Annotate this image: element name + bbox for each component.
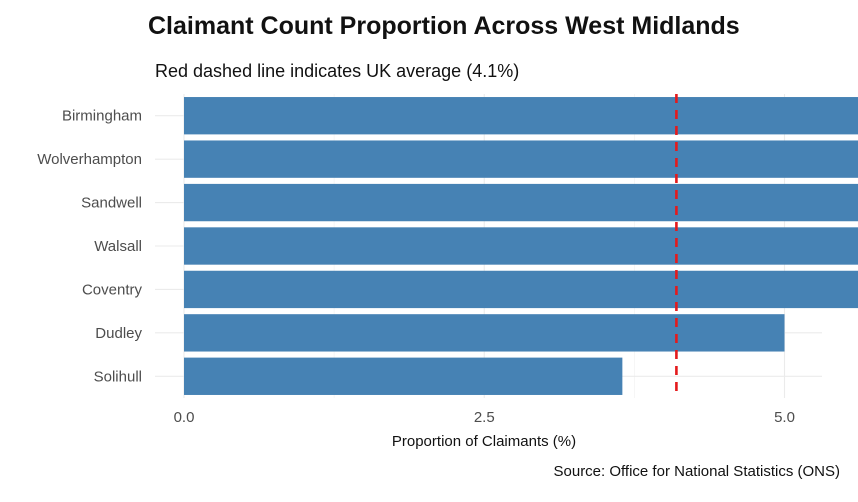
y-tick-label-dudley: Dudley xyxy=(95,325,142,342)
chart-title: Claimant Count Proportion Across West Mi… xyxy=(148,12,740,40)
bar-dudley xyxy=(184,314,785,352)
bar-wolverhampton xyxy=(184,140,858,178)
y-tick-label-walsall: Walsall xyxy=(94,238,142,255)
x-tick-label-1: 2.5 xyxy=(474,409,495,426)
bar-birmingham xyxy=(184,97,858,135)
chart-caption: Source: Office for National Statistics (… xyxy=(553,463,841,480)
y-tick-label-wolverhampton: Wolverhampton xyxy=(37,151,142,168)
y-tick-label-sandwell: Sandwell xyxy=(81,195,142,212)
y-tick-label-birmingham: Birmingham xyxy=(62,108,142,125)
bar-sandwell xyxy=(184,183,858,222)
bar-coventry xyxy=(184,270,858,309)
y-tick-label-solihull: Solihull xyxy=(94,368,142,385)
bar-walsall xyxy=(184,227,858,265)
bar-solihull xyxy=(184,357,623,395)
y-tick-label-coventry: Coventry xyxy=(82,281,143,298)
chart-subtitle: Red dashed line indicates UK average (4.… xyxy=(155,61,520,81)
x-axis-title: Proportion of Claimants (%) xyxy=(392,433,576,450)
x-tick-label-0: 0.0 xyxy=(174,409,195,426)
x-tick-label-2: 5.0 xyxy=(774,409,795,426)
